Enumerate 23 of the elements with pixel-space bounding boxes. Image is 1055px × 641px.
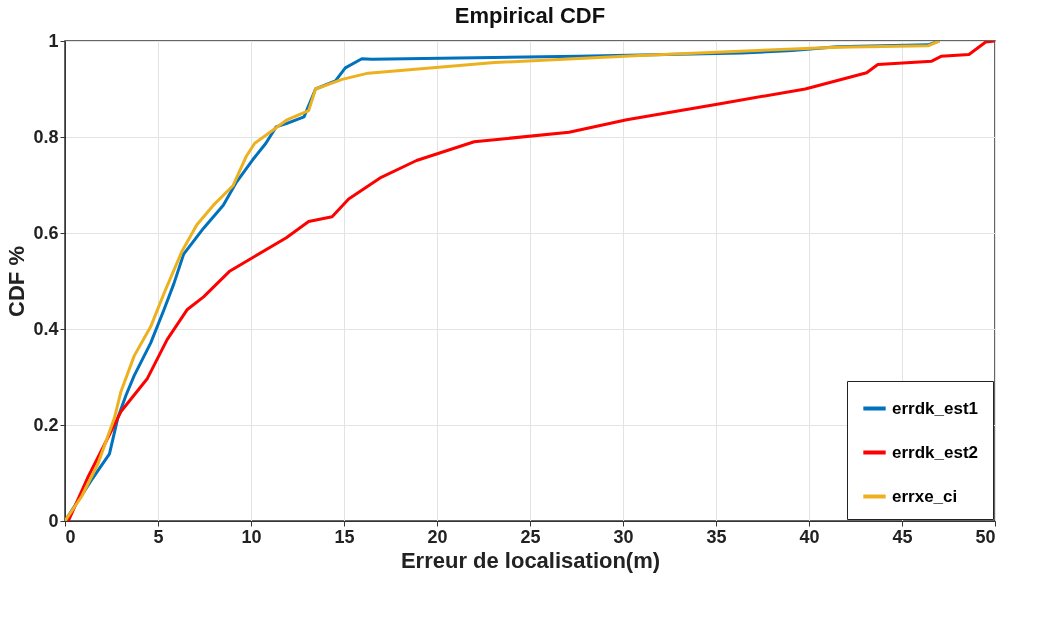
x-axis-title: Erreur de localisation(m)	[400, 547, 661, 573]
x-tick-label: 35	[706, 526, 727, 547]
x-tick-label: 40	[799, 526, 820, 547]
y-tick-label: 0.4	[33, 318, 59, 339]
legend-label: errdk_est1	[892, 398, 979, 418]
x-tick-label: 30	[613, 526, 634, 547]
y-tick-label: 1	[48, 30, 59, 51]
x-tick-label: 20	[427, 526, 448, 547]
x-tick-label: 15	[334, 526, 355, 547]
y-tick-label: 0.6	[33, 222, 59, 243]
y-tick-label: 0.8	[33, 126, 59, 147]
y-tick-label: 0	[48, 510, 59, 531]
x-tick-label: 45	[892, 526, 913, 547]
x-tick-label: 25	[520, 526, 541, 547]
chart-title: Empirical CDF	[454, 3, 606, 28]
y-axis-title: CDF %	[4, 246, 30, 317]
legend-label: errxe_ci	[892, 486, 958, 506]
y-tick-label: 0.2	[33, 414, 59, 435]
x-tick-label: 5	[153, 526, 164, 547]
x-tick-label: 50	[975, 526, 996, 547]
x-tick-label: 10	[241, 526, 262, 547]
x-tick-label: 0	[65, 526, 76, 547]
legend-label: errdk_est2	[892, 442, 979, 462]
